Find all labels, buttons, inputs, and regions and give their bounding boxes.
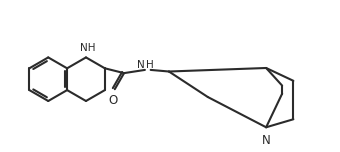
Text: O: O: [108, 94, 118, 107]
Text: N: N: [137, 60, 145, 70]
Text: N: N: [262, 134, 271, 147]
Text: H: H: [146, 60, 154, 70]
Text: NH: NH: [80, 43, 95, 53]
